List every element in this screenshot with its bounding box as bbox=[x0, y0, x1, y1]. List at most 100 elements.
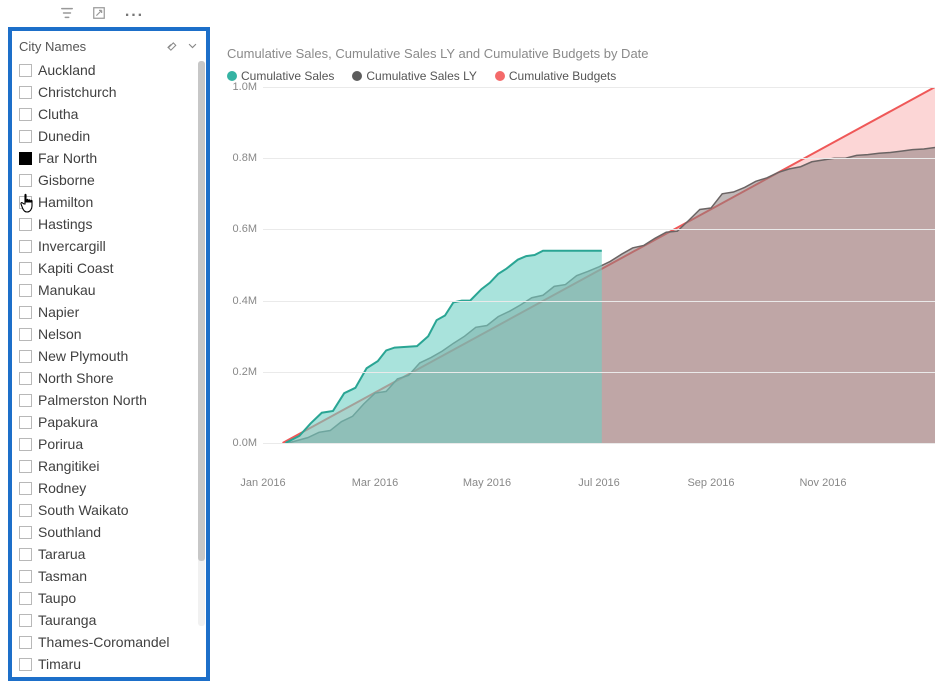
gridline bbox=[263, 87, 935, 88]
slicer-item-label: North Shore bbox=[38, 368, 113, 388]
x-axis-tick-label: Sep 2016 bbox=[687, 477, 734, 489]
checkbox-icon[interactable] bbox=[19, 306, 32, 319]
legend-label: Cumulative Sales LY bbox=[366, 69, 477, 83]
slicer-item[interactable]: Clutha bbox=[16, 103, 202, 125]
scrollbar-thumb[interactable] bbox=[198, 61, 205, 561]
y-axis-tick-label: 0.0M bbox=[221, 437, 257, 449]
legend-label: Cumulative Budgets bbox=[509, 69, 616, 83]
checkbox-icon[interactable] bbox=[19, 570, 32, 583]
slicer-item[interactable]: Tararua bbox=[16, 543, 202, 565]
y-axis-tick-label: 0.4M bbox=[221, 295, 257, 307]
slicer-item[interactable]: Invercargill bbox=[16, 235, 202, 257]
slicer-item[interactable]: Far North bbox=[16, 147, 202, 169]
cumulative-sales-chart[interactable]: Cumulative Sales, Cumulative Sales LY an… bbox=[227, 46, 945, 496]
slicer-item-label: Christchurch bbox=[38, 82, 117, 102]
checkbox-icon[interactable] bbox=[19, 240, 32, 253]
checkbox-icon[interactable] bbox=[19, 416, 32, 429]
legend-swatch-icon bbox=[352, 71, 362, 81]
slicer-item[interactable]: Nelson bbox=[16, 323, 202, 345]
checkbox-icon[interactable] bbox=[19, 64, 32, 77]
checkbox-icon[interactable] bbox=[19, 504, 32, 517]
checkbox-icon[interactable] bbox=[19, 658, 32, 671]
slicer-item-label: Palmerston North bbox=[38, 390, 147, 410]
checkbox-icon[interactable] bbox=[19, 174, 32, 187]
checkbox-icon[interactable] bbox=[19, 130, 32, 143]
legend-swatch-icon bbox=[227, 71, 237, 81]
slicer-item[interactable]: Thames-Coromandel bbox=[16, 631, 202, 653]
slicer-item-label: Tasman bbox=[38, 566, 87, 586]
slicer-item[interactable]: Auckland bbox=[16, 59, 202, 81]
filters-icon[interactable] bbox=[60, 6, 74, 25]
gridline bbox=[263, 372, 935, 373]
slicer-item[interactable]: Kapiti Coast bbox=[16, 257, 202, 279]
slicer-item-label: South Waikato bbox=[38, 500, 129, 520]
slicer-item[interactable]: Gisborne bbox=[16, 169, 202, 191]
checkbox-icon[interactable] bbox=[19, 526, 32, 539]
slicer-item[interactable]: Papakura bbox=[16, 411, 202, 433]
slicer-item[interactable]: Rangitikei bbox=[16, 455, 202, 477]
checkbox-icon[interactable] bbox=[19, 86, 32, 99]
checkbox-icon[interactable] bbox=[19, 372, 32, 385]
slicer-item-label: Waimakariri bbox=[38, 676, 111, 677]
gridline bbox=[263, 301, 935, 302]
checkbox-icon[interactable] bbox=[19, 394, 32, 407]
checkbox-icon[interactable] bbox=[19, 614, 32, 627]
slicer-item-label: Auckland bbox=[38, 60, 96, 80]
checkbox-icon[interactable] bbox=[19, 328, 32, 341]
legend-item[interactable]: Cumulative Budgets bbox=[495, 69, 616, 83]
slicer-item[interactable]: Dunedin bbox=[16, 125, 202, 147]
slicer-item[interactable]: Taupo bbox=[16, 587, 202, 609]
checkbox-icon[interactable] bbox=[19, 438, 32, 451]
chart-series-area bbox=[285, 251, 601, 443]
slicer-item[interactable]: South Waikato bbox=[16, 499, 202, 521]
y-axis-tick-label: 0.6M bbox=[221, 223, 257, 235]
checkbox-icon[interactable] bbox=[19, 350, 32, 363]
slicer-item[interactable]: Christchurch bbox=[16, 81, 202, 103]
slicer-item-label: Papakura bbox=[38, 412, 98, 432]
slicer-item[interactable]: North Shore bbox=[16, 367, 202, 389]
checkbox-icon[interactable] bbox=[19, 592, 32, 605]
slicer-item[interactable]: Timaru bbox=[16, 653, 202, 675]
x-axis-tick-label: May 2016 bbox=[463, 477, 511, 489]
slicer-item-label: New Plymouth bbox=[38, 346, 128, 366]
slicer-item-label: Rangitikei bbox=[38, 456, 99, 476]
checkbox-icon[interactable] bbox=[19, 152, 32, 165]
slicer-item[interactable]: Hamilton bbox=[16, 191, 202, 213]
slicer-item-label: Dunedin bbox=[38, 126, 90, 146]
slicer-item[interactable]: Porirua bbox=[16, 433, 202, 455]
checkbox-icon[interactable] bbox=[19, 196, 32, 209]
checkbox-icon[interactable] bbox=[19, 636, 32, 649]
slicer-header: City Names bbox=[12, 31, 206, 59]
slicer-item[interactable]: Southland bbox=[16, 521, 202, 543]
checkbox-icon[interactable] bbox=[19, 284, 32, 297]
slicer-title: City Names bbox=[19, 39, 86, 54]
focus-mode-icon[interactable] bbox=[92, 6, 106, 25]
slicer-item[interactable]: Waimakariri bbox=[16, 675, 202, 677]
chart-legend: Cumulative SalesCumulative Sales LYCumul… bbox=[227, 69, 945, 83]
slicer-item[interactable]: Napier bbox=[16, 301, 202, 323]
slicer-item[interactable]: Rodney bbox=[16, 477, 202, 499]
checkbox-icon[interactable] bbox=[19, 262, 32, 275]
slicer-item[interactable]: Manukau bbox=[16, 279, 202, 301]
slicer-list[interactable]: AucklandChristchurchCluthaDunedinFar Nor… bbox=[12, 59, 206, 677]
slicer-item-label: Hastings bbox=[38, 214, 92, 234]
y-axis-tick-label: 0.2M bbox=[221, 366, 257, 378]
legend-item[interactable]: Cumulative Sales LY bbox=[352, 69, 477, 83]
checkbox-icon[interactable] bbox=[19, 108, 32, 121]
city-slicer-visual[interactable]: City Names AucklandChristchurchCluthaDun… bbox=[8, 27, 210, 681]
checkbox-icon[interactable] bbox=[19, 548, 32, 561]
chart-plot-area: 0.0M0.2M0.4M0.6M0.8M1.0MJan 2016Mar 2016… bbox=[227, 87, 935, 467]
slicer-item[interactable]: Tauranga bbox=[16, 609, 202, 631]
slicer-item[interactable]: Hastings bbox=[16, 213, 202, 235]
slicer-item[interactable]: Palmerston North bbox=[16, 389, 202, 411]
chevron-down-icon[interactable] bbox=[187, 39, 198, 54]
more-options-icon[interactable]: ··· bbox=[125, 7, 144, 25]
checkbox-icon[interactable] bbox=[19, 482, 32, 495]
slicer-item[interactable]: New Plymouth bbox=[16, 345, 202, 367]
checkbox-icon[interactable] bbox=[19, 218, 32, 231]
eraser-icon[interactable] bbox=[166, 38, 179, 54]
slicer-item[interactable]: Tasman bbox=[16, 565, 202, 587]
checkbox-icon[interactable] bbox=[19, 460, 32, 473]
visual-header-toolbar: ··· bbox=[60, 6, 200, 26]
gridline bbox=[263, 443, 935, 444]
